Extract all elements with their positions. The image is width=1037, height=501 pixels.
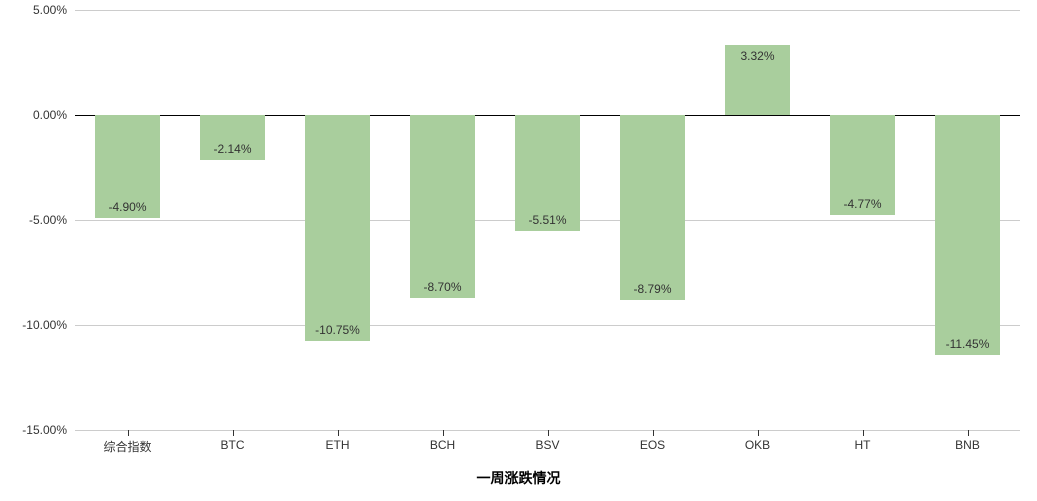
bar-value-label: -4.90% <box>108 200 146 214</box>
x-tick-mark <box>338 430 339 436</box>
bar-value-label: -5.51% <box>528 213 566 227</box>
bar-value-label: -4.77% <box>843 197 881 211</box>
x-tick-label: BSV <box>535 438 559 452</box>
bar <box>620 115 685 300</box>
chart-container: 一周涨跌情况 5.00% 0.00% -5.00% -10.00% -15.00% -4.… <box>0 0 1037 501</box>
x-tick-label: BTC <box>221 438 245 452</box>
y-tick-label: -5.00% <box>7 213 67 227</box>
bar-value-label: -8.79% <box>633 282 671 296</box>
x-axis-title: 一周涨跌情况 <box>477 468 561 488</box>
bar-value-label: -11.45% <box>946 337 990 351</box>
x-tick-mark <box>233 430 234 436</box>
x-tick-mark <box>443 430 444 436</box>
bar-value-label: -2.14% <box>213 142 251 156</box>
y-tick-label: 5.00% <box>7 3 67 17</box>
bar-value-label: -8.70% <box>423 280 461 294</box>
bar-value-label: 3.32% <box>740 49 774 63</box>
x-tick-mark <box>968 430 969 436</box>
x-tick-label: EOS <box>640 438 665 452</box>
x-tick-mark <box>653 430 654 436</box>
gridline <box>75 325 1020 326</box>
bar-value-label: -10.75% <box>315 323 360 337</box>
x-tick-mark <box>128 430 129 436</box>
gridline <box>75 10 1020 11</box>
x-tick-label: 综合指数 <box>103 438 151 455</box>
y-tick-label: 0.00% <box>7 108 67 122</box>
x-tick-mark <box>863 430 864 436</box>
bar <box>305 115 370 341</box>
y-tick-label: -10.00% <box>7 318 67 332</box>
bar <box>935 115 1000 355</box>
x-tick-label: ETH <box>326 438 350 452</box>
x-tick-mark <box>548 430 549 436</box>
bar <box>410 115 475 298</box>
y-tick-label: -15.00% <box>7 423 67 437</box>
x-tick-mark <box>758 430 759 436</box>
x-tick-label: BCH <box>430 438 455 452</box>
x-tick-label: HT <box>855 438 871 452</box>
x-tick-label: OKB <box>745 438 770 452</box>
x-tick-label: BNB <box>955 438 980 452</box>
